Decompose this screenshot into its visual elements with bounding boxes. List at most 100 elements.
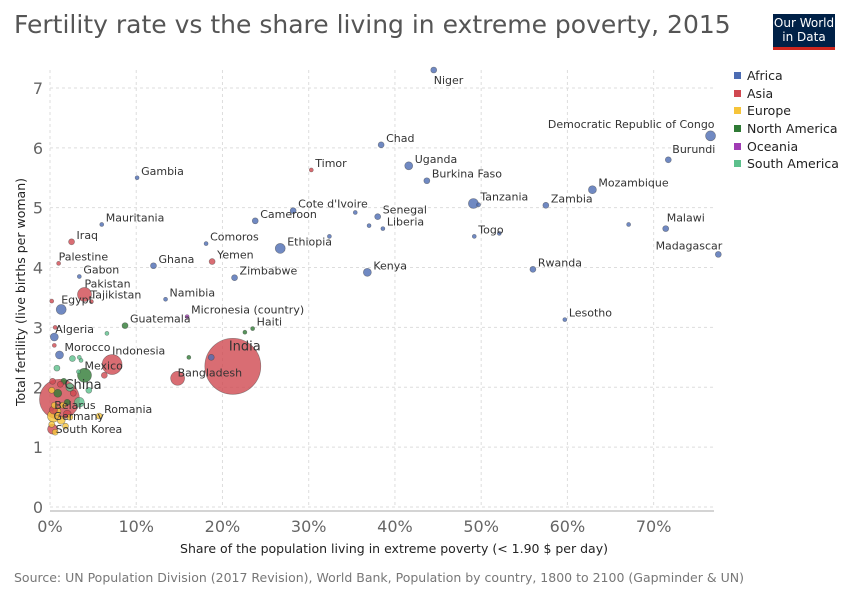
point-comoros[interactable] (203, 241, 209, 246)
point-algeria[interactable] (50, 332, 59, 342)
point[interactable] (74, 396, 85, 408)
point[interactable] (76, 369, 81, 375)
point-gabon[interactable] (77, 274, 82, 279)
point[interactable] (476, 202, 481, 207)
point-malawi[interactable] (662, 225, 670, 232)
legend-swatch (734, 142, 741, 150)
point-micronesia-country-[interactable] (184, 314, 190, 319)
point[interactable] (101, 372, 108, 379)
point-cameroon[interactable] (251, 217, 259, 225)
point-palestine[interactable] (56, 261, 61, 266)
point-yemen[interactable] (208, 258, 216, 265)
point-senegal[interactable] (374, 213, 381, 220)
point[interactable] (626, 222, 631, 227)
point-egypt[interactable] (55, 304, 67, 315)
point[interactable] (52, 343, 57, 348)
point[interactable] (53, 364, 61, 372)
owid-logo[interactable]: Our World in Data (773, 14, 835, 50)
point-lesotho[interactable] (562, 317, 568, 322)
y-tick-label: 2 (33, 378, 43, 397)
point[interactable] (48, 421, 56, 428)
point[interactable] (352, 210, 358, 215)
legend-item-south-america[interactable]: South America (734, 155, 839, 173)
point-burkina-faso[interactable] (423, 177, 431, 185)
point-cote-d-ivoire[interactable] (289, 207, 297, 214)
point[interactable] (48, 386, 56, 394)
legend-item-asia[interactable]: Asia (734, 85, 839, 103)
point-zambia[interactable] (542, 201, 550, 209)
point-burundi[interactable] (664, 156, 672, 164)
point-labels: Niger Democratic Republic of Congo Chad Bur… (53, 74, 722, 436)
point[interactable] (62, 422, 69, 430)
point-pakistan[interactable] (77, 287, 92, 302)
point-label: Cameroon (260, 208, 317, 221)
point-india[interactable] (204, 338, 262, 395)
point-label: China (64, 378, 101, 393)
point[interactable] (104, 331, 110, 336)
point-bangladesh[interactable] (170, 370, 185, 386)
point-tajikistan[interactable] (89, 299, 94, 304)
point[interactable] (366, 223, 372, 228)
point-label: Kenya (373, 259, 407, 272)
point[interactable] (52, 325, 58, 330)
legend-item-europe[interactable]: Europe (734, 102, 839, 120)
point[interactable] (56, 415, 66, 425)
point[interactable] (53, 388, 63, 398)
point[interactable] (49, 298, 55, 304)
point-label: Romania (104, 403, 152, 416)
point-liberia[interactable] (380, 226, 386, 231)
point-guatemala[interactable] (121, 322, 129, 329)
point-label: Rwanda (538, 256, 582, 269)
point-label: Tanzania (479, 190, 528, 203)
point[interactable] (207, 354, 215, 361)
point[interactable] (66, 413, 74, 421)
point[interactable] (69, 355, 76, 362)
point[interactable] (69, 389, 77, 397)
point-ghana[interactable] (150, 262, 157, 270)
point[interactable] (186, 355, 192, 360)
point-indonesia[interactable] (101, 354, 123, 375)
point[interactable] (77, 355, 82, 360)
point-haiti[interactable] (250, 326, 255, 331)
point[interactable] (65, 382, 75, 392)
point[interactable] (51, 428, 59, 436)
point-mozambique[interactable] (588, 185, 597, 195)
point-rwanda[interactable] (529, 266, 537, 273)
point-label: Egypt (61, 293, 93, 306)
point-togo[interactable] (471, 234, 477, 239)
point-mexico[interactable] (77, 368, 92, 383)
point[interactable] (327, 234, 332, 239)
point-ethiopia[interactable] (274, 243, 286, 254)
point[interactable] (59, 401, 67, 409)
legend-item-north-america[interactable]: North America (734, 120, 839, 138)
point-uganda[interactable] (404, 161, 414, 171)
x-tick-label: 70% (636, 517, 672, 536)
x-tick-label: 20% (205, 517, 241, 536)
point-label: Ghana (158, 253, 194, 266)
point-belarus[interactable] (51, 401, 58, 409)
point-niger[interactable] (430, 66, 438, 74)
point-mauritania[interactable] (99, 222, 105, 227)
point-madagascar[interactable] (715, 251, 722, 258)
legend-item-africa[interactable]: Africa (734, 67, 839, 85)
point-namibia[interactable] (163, 296, 168, 302)
point-label: India (229, 339, 261, 354)
point-timor[interactable] (308, 167, 314, 173)
point[interactable] (85, 386, 93, 394)
point-iraq[interactable] (68, 238, 75, 246)
point[interactable] (496, 231, 502, 236)
point-kenya[interactable] (363, 268, 372, 277)
point-zimbabwe[interactable] (231, 274, 238, 282)
point[interactable] (57, 380, 64, 388)
legend-item-oceania[interactable]: Oceania (734, 137, 839, 155)
point[interactable] (49, 377, 56, 385)
point-democratic-republic-of-congo[interactable] (705, 130, 716, 142)
point-morocco[interactable] (55, 350, 64, 360)
legend-label: Oceania (747, 138, 799, 154)
point[interactable] (242, 329, 248, 335)
legend-swatch (734, 89, 741, 97)
point-gambia[interactable] (134, 175, 140, 181)
point-romania[interactable] (95, 412, 103, 420)
point-chad[interactable] (377, 141, 385, 149)
